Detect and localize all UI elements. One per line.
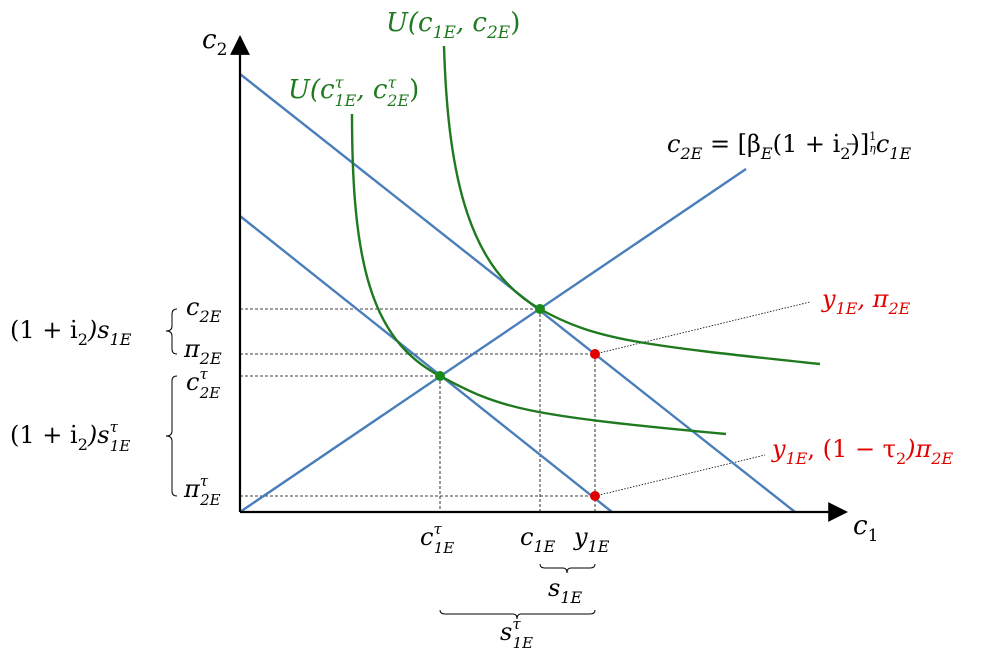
y-axis-label: c2 [202, 25, 227, 60]
u-high-label: U(c1E, c2E) [386, 8, 520, 43]
y-tick-c2E-tau: cτ 2E [186, 365, 220, 402]
leader-untaxed [594, 301, 811, 355]
x-tick-y1E: y1E [573, 523, 610, 556]
indifference-curve-low [350, 113, 727, 436]
bracket-label-s1E: s1E [548, 574, 583, 607]
bracket-s1E [539, 563, 596, 574]
x-axis-label: c1 [853, 511, 878, 546]
u-low-label: U(cτ 1E, cτ 2E) [288, 73, 419, 110]
x-tick-c1E: c1E [520, 523, 556, 556]
indifference-curve-high [442, 45, 821, 366]
optimum-untaxed-point [535, 304, 545, 314]
leader-lines [594, 301, 811, 497]
bracket-label-savings-tau-y: (1 + i2)sτ 1E [10, 418, 130, 455]
points [435, 304, 600, 501]
endowment-taxed-label: y1E, (1 − τ2)π2E [771, 435, 953, 468]
consumption-path-line [239, 168, 747, 513]
bracket-savings-tau-y [165, 375, 178, 497]
bracket-label-s1E-tau: sτ 1E [500, 615, 533, 652]
guide-lines [240, 308, 596, 512]
endowment-untaxed-point [590, 349, 600, 359]
bracket-savings-y [165, 308, 178, 355]
x-tick-c1E-tau: cτ 1E [420, 520, 454, 557]
axes [230, 35, 848, 522]
brackets [165, 308, 596, 620]
y-tick-pi2E-tau: πτ 2E [183, 472, 221, 509]
leader-taxed [594, 454, 766, 497]
endowment-taxed-point [590, 491, 600, 501]
y-tick-pi2E: π2E [183, 335, 222, 368]
optimum-taxed-point [435, 371, 445, 381]
endowment-untaxed-label: y1E, π2E [821, 285, 911, 318]
y-tick-c2E: c2E [186, 293, 222, 326]
budget-line-taxed [239, 215, 613, 513]
bracket-label-savings-y: (1 + i2)s1E [10, 316, 132, 349]
bracket-s1E-tau [439, 609, 596, 620]
consumption-path-label: c2E = [βE(1 + i2)]1 ηc1E [667, 130, 911, 163]
